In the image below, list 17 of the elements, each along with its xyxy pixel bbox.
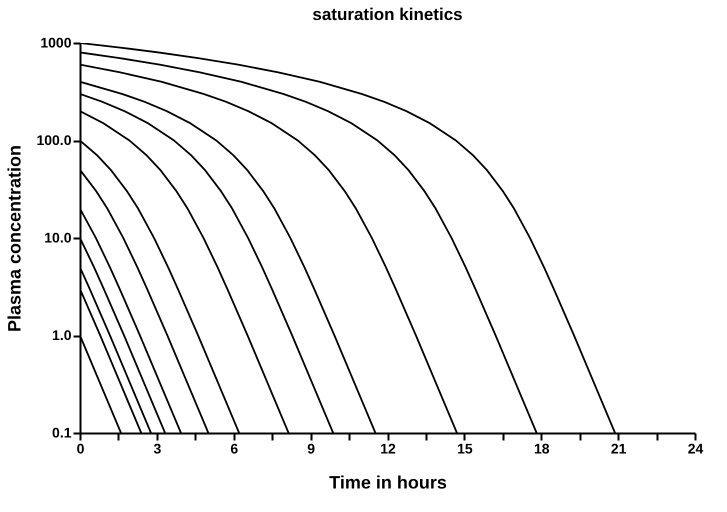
y-tick-label: 1000: [40, 34, 72, 50]
x-axis-title: Time in hours: [329, 472, 447, 492]
chart-title: saturation kinetics: [312, 5, 463, 24]
y-tick-label: 1.0: [52, 327, 72, 343]
x-tick-label: 15: [457, 440, 473, 456]
x-tick-label: 3: [153, 440, 162, 456]
y-tick-label: 10.0: [44, 230, 72, 246]
x-tick-label: 24: [688, 440, 704, 456]
x-tick-label: 21: [610, 440, 627, 456]
y-axis-title: Plasma concentration: [4, 144, 24, 332]
y-tick-label: 0.1: [52, 424, 72, 440]
x-tick-label: 0: [76, 440, 85, 456]
x-tick-label: 6: [230, 440, 238, 456]
y-tick-label: 100.0: [36, 132, 72, 148]
x-tick-label: 18: [534, 440, 550, 456]
x-tick-label: 9: [307, 440, 316, 456]
x-tick-label: 12: [380, 440, 396, 456]
